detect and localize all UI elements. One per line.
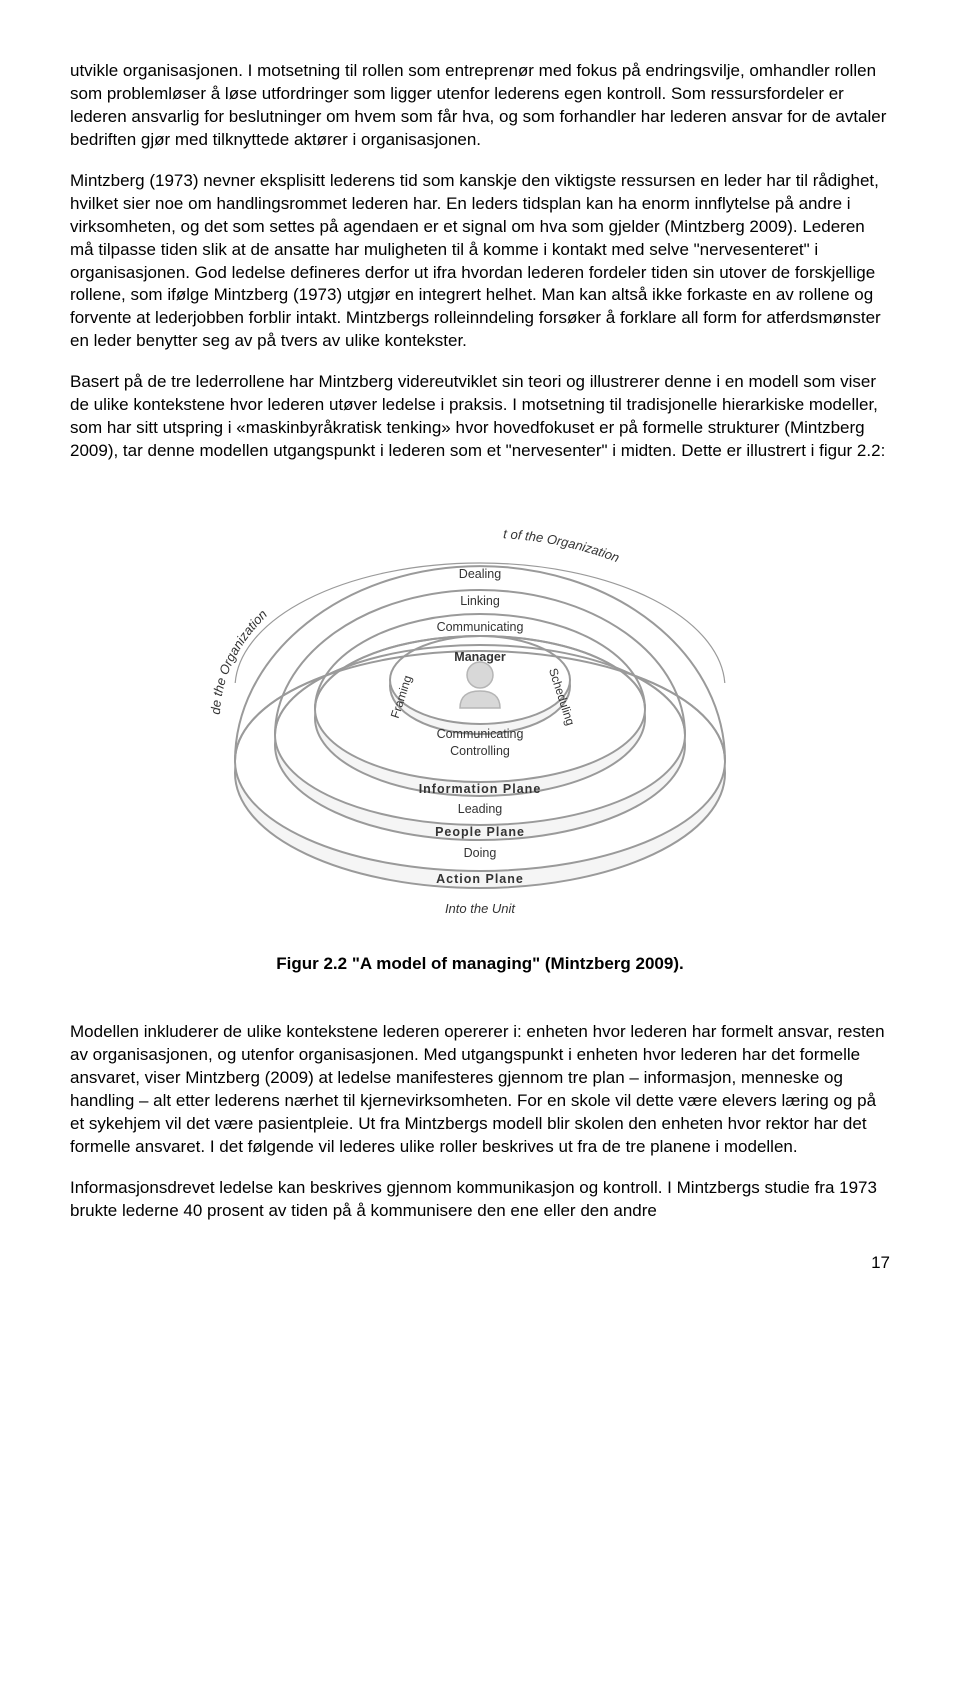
label-leading: Leading [458,802,503,816]
paragraph-4: Modellen inkluderer de ulike kontekstene… [70,1021,890,1159]
label-dealing: Dealing [459,567,501,581]
label-outside-org: Outside the Organization [160,493,270,715]
label-doing: Doing [464,846,497,860]
label-controlling: Controlling [450,744,510,758]
label-communicating-top: Communicating [437,620,524,634]
label-communicating-bottom: Communicating [437,727,524,741]
diagram-svg: Outside the Organization Into the Rest o… [160,493,800,933]
label-info-plane: Information Plane [419,782,542,796]
label-manager: Manager [454,650,506,664]
figure-mintzberg-model: Outside the Organization Into the Rest o… [70,493,890,933]
paragraph-5: Informasjonsdrevet ledelse kan beskrives… [70,1177,890,1223]
label-action-plane: Action Plane [436,872,524,886]
label-linking: Linking [460,594,500,608]
figure-caption: Figur 2.2 "A model of managing" (Mintzbe… [70,953,890,976]
label-into-unit: Into the Unit [445,901,516,916]
paragraph-3: Basert på de tre lederrollene har Mintzb… [70,371,890,463]
paragraph-2: Mintzberg (1973) nevner eksplisitt leder… [70,170,890,354]
paragraph-1: utvikle organisasjonen. I motsetning til… [70,60,890,152]
page-number: 17 [70,1252,890,1275]
label-into-rest: Into the Rest of the Organization [160,493,622,565]
label-people-plane: People Plane [435,825,525,839]
